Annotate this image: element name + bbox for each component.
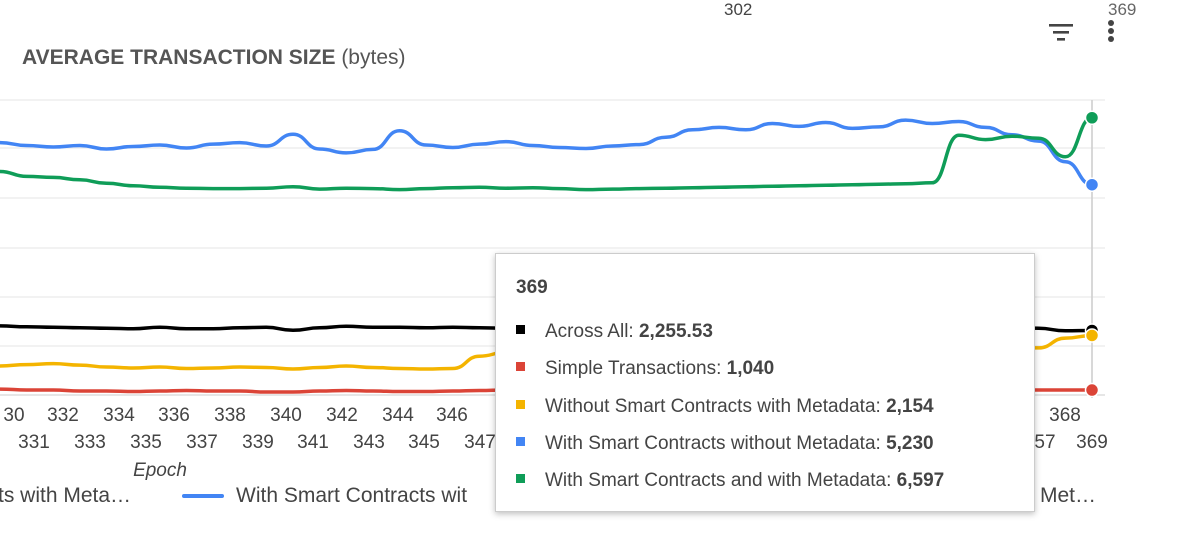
x-tick-label: 342 — [326, 405, 358, 426]
x-tick-label: 369 — [1076, 432, 1108, 453]
hover-point-4 — [1084, 110, 1100, 125]
chart-title: AVERAGE TRANSACTION SIZE (bytes) — [22, 46, 406, 70]
x-axis-title: Epoch — [133, 460, 187, 481]
x-tick-label: 30 — [3, 405, 24, 426]
x-axis-ticks: 30 332 334 336 338 340 342 344 346 368 331 333 335 33… — [3, 405, 1107, 453]
x-tick-label: 335 — [130, 432, 162, 453]
tooltip-swatch — [516, 400, 525, 410]
x-tick-label: 346 — [436, 405, 468, 426]
x-tick-label: 332 — [47, 405, 79, 426]
tooltip-row-across-all: Across All: 2,255.53 — [516, 321, 713, 343]
filter-icon[interactable] — [1046, 18, 1076, 48]
legend-swatch — [182, 494, 224, 499]
range-start-label: 302 — [724, 0, 753, 19]
x-tick-label: 343 — [353, 432, 385, 453]
legend-item-truncated[interactable]: Met… — [1040, 484, 1096, 508]
x-tick-label: 341 — [297, 432, 329, 453]
hover-point-1 — [1084, 382, 1100, 398]
x-tick-label: 338 — [214, 405, 246, 426]
chart-title-main: AVERAGE TRANSACTION SIZE — [22, 46, 336, 69]
chart-title-unit: (bytes) — [341, 46, 406, 69]
legend-item-with-sc-without-meta[interactable]: With Smart Contracts wit — [182, 484, 467, 508]
tooltip-swatch — [516, 474, 525, 484]
x-tick-label: 336 — [158, 405, 190, 426]
x-tick-label: 339 — [242, 432, 274, 453]
legend-item-without-sc-with-meta[interactable]: ts with Meta… — [0, 484, 131, 508]
hover-point-3 — [1084, 177, 1100, 192]
x-tick-label: 337 — [186, 432, 218, 453]
range-end-label: 369 — [1108, 0, 1137, 19]
hover-dots — [1084, 110, 1100, 398]
x-tick-label: 347 — [464, 432, 496, 453]
tooltip-swatch — [516, 437, 525, 447]
tooltip: 369 Across All: 2,255.53 Simple Transact… — [495, 253, 1035, 512]
x-tick-label: 345 — [408, 432, 440, 453]
x-tick-label: 368 — [1049, 405, 1081, 426]
tooltip-row-with-sc-without-meta: With Smart Contracts without Metadata: 5… — [516, 433, 934, 455]
x-tick-label: 334 — [103, 405, 135, 426]
tooltip-row-simple: Simple Transactions: 1,040 — [516, 358, 774, 380]
series-line-3 — [0, 118, 1093, 187]
tooltip-row-without-sc-with-meta: Without Smart Contracts with Metadata: 2… — [516, 396, 934, 418]
x-tick-label: 57 — [1034, 432, 1055, 453]
x-tick-label: 340 — [270, 405, 302, 426]
x-tick-label: 331 — [18, 432, 50, 453]
tooltip-swatch — [516, 362, 525, 372]
more-vert-icon[interactable] — [1100, 18, 1122, 48]
x-tick-label: 333 — [74, 432, 106, 453]
legend: ts with Meta… With Smart Contracts wit M… — [0, 484, 1200, 520]
legend-label: With Smart Contracts wit — [236, 484, 468, 507]
legend-label: Met… — [1040, 484, 1097, 507]
tooltip-row-with-sc-and-meta: With Smart Contracts and with Metadata: … — [516, 470, 944, 492]
series-line-4 — [0, 115, 1093, 192]
tooltip-swatch — [516, 325, 525, 335]
tooltip-header: 369 — [516, 277, 548, 298]
legend-label: ts with Meta… — [0, 484, 132, 507]
x-tick-label: 344 — [382, 405, 414, 426]
hover-point-2 — [1084, 328, 1100, 343]
